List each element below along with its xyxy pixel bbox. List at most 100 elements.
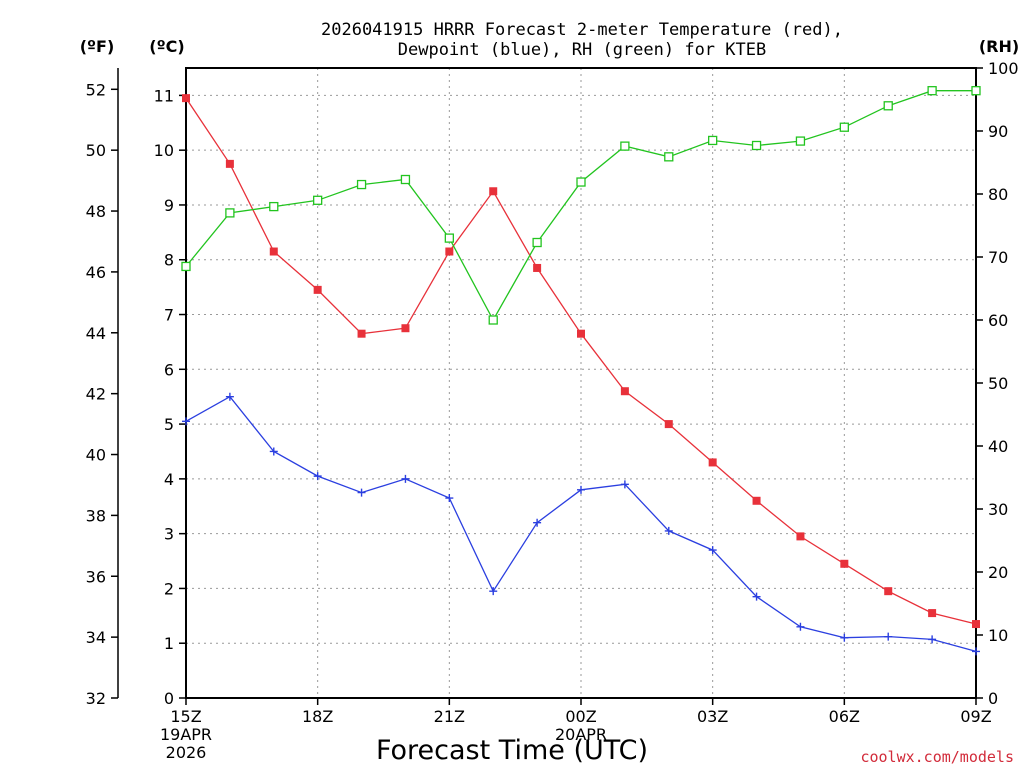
temperature-point <box>577 329 585 338</box>
x-tick-label: 15Z <box>170 707 201 726</box>
temperature-point <box>972 620 980 629</box>
x-axis-label: Forecast Time (UTC) <box>376 735 648 766</box>
dewpoint-point <box>357 488 366 497</box>
rh-tick-label: 60 <box>988 311 1008 330</box>
temperature-point <box>708 458 717 467</box>
dewpoint-point <box>225 392 234 401</box>
celsius-tick-label: 6 <box>164 360 174 379</box>
x-tick-label: 18Z <box>302 707 333 726</box>
celsius-tick-label: 5 <box>164 415 174 434</box>
rh-point <box>225 208 235 218</box>
dewpoint-point <box>489 587 498 596</box>
x-tick-date-label: 20APR <box>555 725 607 744</box>
dewpoint-point <box>664 526 673 535</box>
rh-point <box>795 136 806 146</box>
rh-tick-label: 100 <box>988 59 1019 78</box>
dewpoint-point <box>796 622 805 631</box>
x-tick-label: 00Z <box>565 707 596 726</box>
temperature-point <box>620 387 629 396</box>
fahrenheit-tick-label: 38 <box>86 506 106 525</box>
rh-point <box>269 201 279 212</box>
dewpoint-point <box>313 472 322 481</box>
rh-point <box>356 179 367 190</box>
x-tick-label: 09Z <box>960 707 991 726</box>
rh-point <box>751 140 762 151</box>
rh-point <box>488 315 498 325</box>
grid-lines <box>185 68 977 699</box>
temperature-point <box>533 263 542 272</box>
dewpoint-point <box>577 485 585 494</box>
dewpoint-point <box>752 592 761 601</box>
temperature-point <box>752 496 761 505</box>
rh-point <box>576 177 586 187</box>
x-tick-year-label: 2026 <box>166 743 207 762</box>
temperature-point <box>182 94 190 103</box>
celsius-tick-label: 2 <box>164 579 174 598</box>
data-series <box>181 86 981 656</box>
fahrenheit-tick-label: 48 <box>86 202 106 221</box>
dewpoint-point <box>928 635 937 644</box>
rh-point <box>400 174 411 185</box>
x-tick-label: 03Z <box>697 707 728 726</box>
celsius-tick-label: 11 <box>154 86 174 105</box>
temperature-point <box>269 247 278 256</box>
temperature-point <box>840 559 849 568</box>
chart-title-line-1: 2026041915 HRRR Forecast 2-meter Tempera… <box>321 20 843 40</box>
dewpoint-point <box>445 494 454 503</box>
temperature-point <box>225 159 234 168</box>
rh-unit-label: (RH) <box>979 37 1019 56</box>
rh-tick-label: 10 <box>988 626 1008 645</box>
series-temperature <box>182 94 980 629</box>
rh-point <box>181 261 191 272</box>
fahrenheit-unit-label: (ºF) <box>80 37 115 56</box>
rh-tick-label: 30 <box>988 500 1008 519</box>
rh-point <box>620 141 630 151</box>
fahrenheit-tick-label: 50 <box>86 141 106 160</box>
dewpoint-point <box>884 632 893 641</box>
series-rh <box>181 86 981 325</box>
rh-tick-label: 0 <box>988 689 998 708</box>
rh-tick-label: 70 <box>988 248 1008 267</box>
celsius-unit-label: (ºC) <box>149 37 184 56</box>
rh-point <box>444 233 454 243</box>
dewpoint-point <box>182 417 190 426</box>
fahrenheit-tick-label: 34 <box>86 628 106 647</box>
celsius-tick-label: 1 <box>164 634 174 653</box>
rh-point <box>927 86 937 96</box>
temperature-point <box>357 329 366 338</box>
dewpoint-point <box>972 647 980 656</box>
dewpoint-point <box>533 518 542 527</box>
celsius-tick-label: 9 <box>164 196 174 215</box>
rh-tick-label: 20 <box>988 563 1008 582</box>
celsius-tick-label: 7 <box>164 306 174 325</box>
dewpoint-point <box>708 546 717 555</box>
x-tick-date-label: 19APR <box>160 725 212 744</box>
rh-point <box>839 122 849 132</box>
rh-point <box>313 195 323 205</box>
dewpoint-point <box>401 474 410 483</box>
x-tick-label: 21Z <box>434 707 465 726</box>
dewpoint-point <box>840 633 849 642</box>
fahrenheit-tick-label: 42 <box>86 385 106 404</box>
fahrenheit-tick-label: 40 <box>86 446 106 465</box>
rh-tick-label: 40 <box>988 437 1008 456</box>
dewpoint-point <box>620 480 629 489</box>
celsius-tick-label: 10 <box>154 141 174 160</box>
temperature-point <box>445 247 454 256</box>
temperature-point <box>796 532 805 541</box>
rh-point <box>708 135 718 146</box>
celsius-tick-label: 8 <box>164 251 174 270</box>
fahrenheit-tick-label: 36 <box>86 567 106 586</box>
celsius-tick-label: 3 <box>164 525 174 544</box>
temperature-point <box>401 324 410 333</box>
celsius-tick-label: 4 <box>164 470 174 489</box>
fahrenheit-tick-label: 44 <box>86 324 106 343</box>
rh-point <box>883 101 893 111</box>
credit-text: coolwx.com/models <box>860 748 1014 766</box>
x-tick-label: 06Z <box>829 707 860 726</box>
rh-tick-label: 90 <box>988 122 1008 141</box>
chart-title-line-2: Dewpoint (blue), RH (green) for KTEB <box>398 40 766 60</box>
rh-point <box>532 237 542 248</box>
rh-tick-label: 50 <box>988 374 1008 393</box>
